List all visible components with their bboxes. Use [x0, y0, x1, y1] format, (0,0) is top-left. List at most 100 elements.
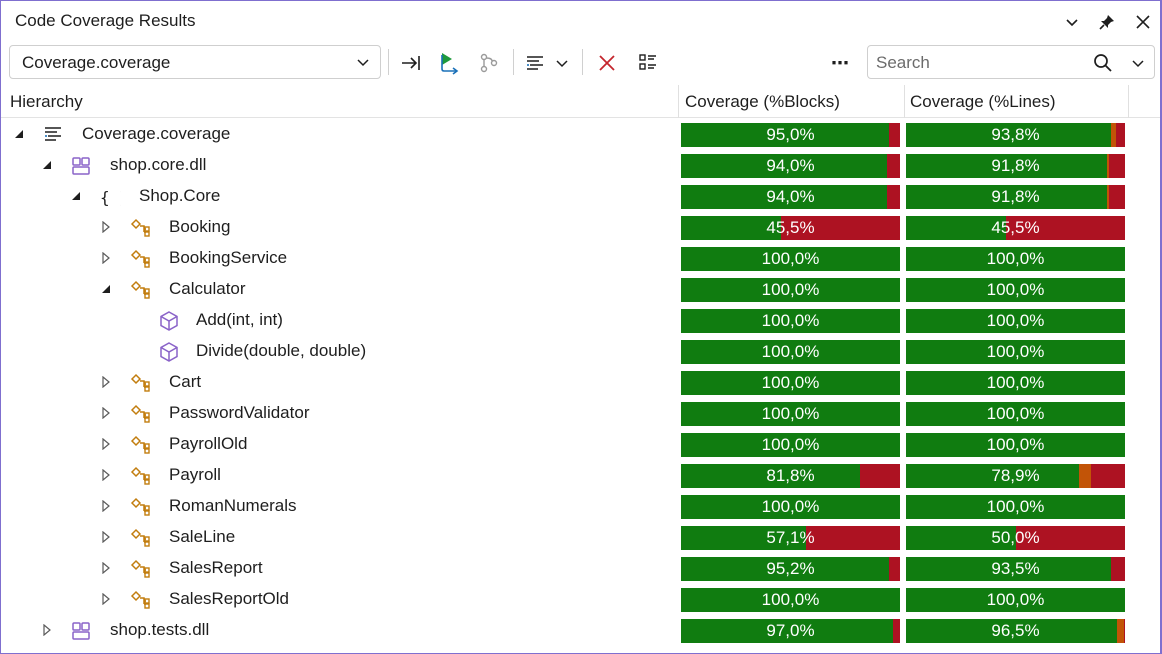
- toolbar-separator: [582, 49, 583, 75]
- expand-toggle-icon[interactable]: [100, 499, 112, 513]
- collapse-toggle-icon[interactable]: [13, 127, 25, 141]
- uncovered-segment: [806, 526, 900, 550]
- coverage-value: 57,1%: [766, 528, 815, 547]
- coverage-bar: 100,0%: [681, 588, 900, 612]
- chevron-down-icon[interactable]: [1131, 56, 1145, 70]
- expand-toggle-icon[interactable]: [100, 530, 112, 544]
- tree-row[interactable]: PasswordValidator 100,0% 100,0%: [1, 398, 1160, 429]
- expand-toggle-icon[interactable]: [100, 251, 112, 265]
- tree-row[interactable]: SaleLine 57,1% 50,0%: [1, 522, 1160, 553]
- tree-row[interactable]: RomanNumerals 100,0% 100,0%: [1, 491, 1160, 522]
- tree-row[interactable]: shop.core.dll 94,0% 91,8%: [1, 150, 1160, 181]
- coverage-bar: 100,0%: [906, 371, 1125, 395]
- covered-segment: [681, 216, 781, 240]
- tree-node-label: PasswordValidator: [169, 403, 310, 422]
- column-header-hierarchy[interactable]: Hierarchy: [10, 92, 83, 111]
- partially-covered-segment: [1117, 619, 1124, 643]
- column-divider[interactable]: [1128, 85, 1129, 118]
- coverage-value: 95,2%: [766, 559, 815, 578]
- coverage-bar: 95,0%: [681, 123, 900, 147]
- tree-node-label: shop.core.dll: [110, 155, 207, 174]
- coverage-value: 100,0%: [986, 311, 1045, 330]
- covered-segment: [906, 309, 1125, 333]
- covered-segment: [906, 619, 1118, 643]
- tree-row[interactable]: shop.tests.dll 97,0% 96,5%: [1, 615, 1160, 646]
- tree-row[interactable]: BookingService 100,0% 100,0%: [1, 243, 1160, 274]
- tree-row[interactable]: Coverage.coverage 95,0% 93,8%: [1, 119, 1160, 150]
- tree-row[interactable]: Calculator 100,0% 100,0%: [1, 274, 1160, 305]
- coverage-value: 100,0%: [986, 497, 1045, 516]
- remove-results-button[interactable]: [592, 48, 622, 78]
- uncovered-segment: [780, 216, 900, 240]
- expand-toggle-icon[interactable]: [100, 406, 112, 420]
- pin-button[interactable]: [1094, 9, 1120, 35]
- coverage-coloring-dropdown[interactable]: [552, 48, 572, 78]
- coverage-bar: 100,0%: [681, 340, 900, 364]
- tree-node-label: SaleLine: [169, 527, 236, 546]
- tree-row[interactable]: Divide(double, double) 100,0% 100,0%: [1, 336, 1160, 367]
- expand-toggle-icon[interactable]: [100, 437, 112, 451]
- window-dropdown-button[interactable]: [1059, 9, 1085, 35]
- merge-results-button[interactable]: [474, 48, 504, 78]
- chevron-down-icon: [1066, 19, 1078, 27]
- coverage-value: 50,0%: [991, 528, 1040, 547]
- collapse-toggle-icon[interactable]: [41, 158, 53, 172]
- column-divider[interactable]: [678, 85, 679, 118]
- coverage-value: 94,0%: [766, 187, 815, 206]
- search-box[interactable]: [867, 45, 1155, 79]
- tree-row[interactable]: { } Shop.Core 94,0% 91,8%: [1, 181, 1160, 212]
- uncovered-segment: [1015, 526, 1125, 550]
- partially-covered-segment: [1107, 185, 1110, 209]
- run-coverage-icon: [441, 53, 459, 75]
- column-header-blocks[interactable]: Coverage (%Blocks): [685, 92, 840, 111]
- expand-toggle-icon[interactable]: [100, 375, 112, 389]
- tree-row[interactable]: SalesReport 95,2% 93,5%: [1, 553, 1160, 584]
- uncovered-segment: [1109, 154, 1125, 178]
- search-input[interactable]: [876, 51, 1076, 75]
- coverage-value: 94,0%: [766, 156, 815, 175]
- column-divider[interactable]: [904, 85, 905, 118]
- show-details-button[interactable]: [633, 48, 663, 78]
- tree-row[interactable]: Booking 45,5% 45,5%: [1, 212, 1160, 243]
- uncovered-segment: [893, 619, 900, 643]
- covered-segment: [681, 526, 807, 550]
- coverage-file-selector[interactable]: Coverage.coverage: [9, 45, 381, 79]
- run-coverage-button[interactable]: [435, 48, 465, 78]
- covered-segment: [906, 247, 1125, 271]
- tree-row[interactable]: Add(int, int) 100,0% 100,0%: [1, 305, 1160, 336]
- search-icon[interactable]: [1093, 53, 1113, 73]
- uncovered-segment: [860, 464, 900, 488]
- covered-segment: [681, 588, 900, 612]
- close-button[interactable]: [1130, 9, 1156, 35]
- tree-node-label: PayrollOld: [169, 434, 248, 453]
- tree-row[interactable]: Cart 100,0% 100,0%: [1, 367, 1160, 398]
- close-icon: [1136, 15, 1150, 29]
- column-header: Hierarchy Coverage (%Blocks) Coverage (%…: [1, 85, 1160, 118]
- expand-toggle-icon[interactable]: [41, 623, 53, 637]
- partially-covered-segment: [1107, 154, 1110, 178]
- collapse-toggle-icon[interactable]: [100, 282, 112, 296]
- tree-row[interactable]: SalesReportOld 100,0% 100,0%: [1, 584, 1160, 615]
- coverage-bar: 100,0%: [906, 402, 1125, 426]
- go-to-source-button[interactable]: [396, 48, 426, 78]
- more-options-button[interactable]: ⋯: [825, 48, 855, 78]
- covered-segment: [681, 123, 890, 147]
- tree-row[interactable]: PayrollOld 100,0% 100,0%: [1, 429, 1160, 460]
- expand-toggle-icon[interactable]: [100, 561, 112, 575]
- covered-segment: [906, 123, 1112, 147]
- expand-toggle-icon[interactable]: [100, 468, 112, 482]
- tree-row[interactable]: Payroll 81,8% 78,9%: [1, 460, 1160, 491]
- expand-toggle-icon[interactable]: [100, 592, 112, 606]
- coverage-bar: 91,8%: [906, 185, 1125, 209]
- toolbar: Coverage.coverage ⋯: [1, 41, 1160, 85]
- collapse-toggle-icon[interactable]: [70, 189, 82, 203]
- covered-segment: [906, 278, 1125, 302]
- expand-toggle-icon[interactable]: [100, 220, 112, 234]
- delete-icon: [599, 55, 615, 71]
- uncovered-segment: [1090, 464, 1125, 488]
- column-header-lines[interactable]: Coverage (%Lines): [910, 92, 1056, 111]
- coverage-bar: 57,1%: [681, 526, 900, 550]
- class-icon: [129, 403, 151, 425]
- uncovered-segment: [886, 185, 900, 209]
- coverage-coloring-button[interactable]: [520, 48, 550, 78]
